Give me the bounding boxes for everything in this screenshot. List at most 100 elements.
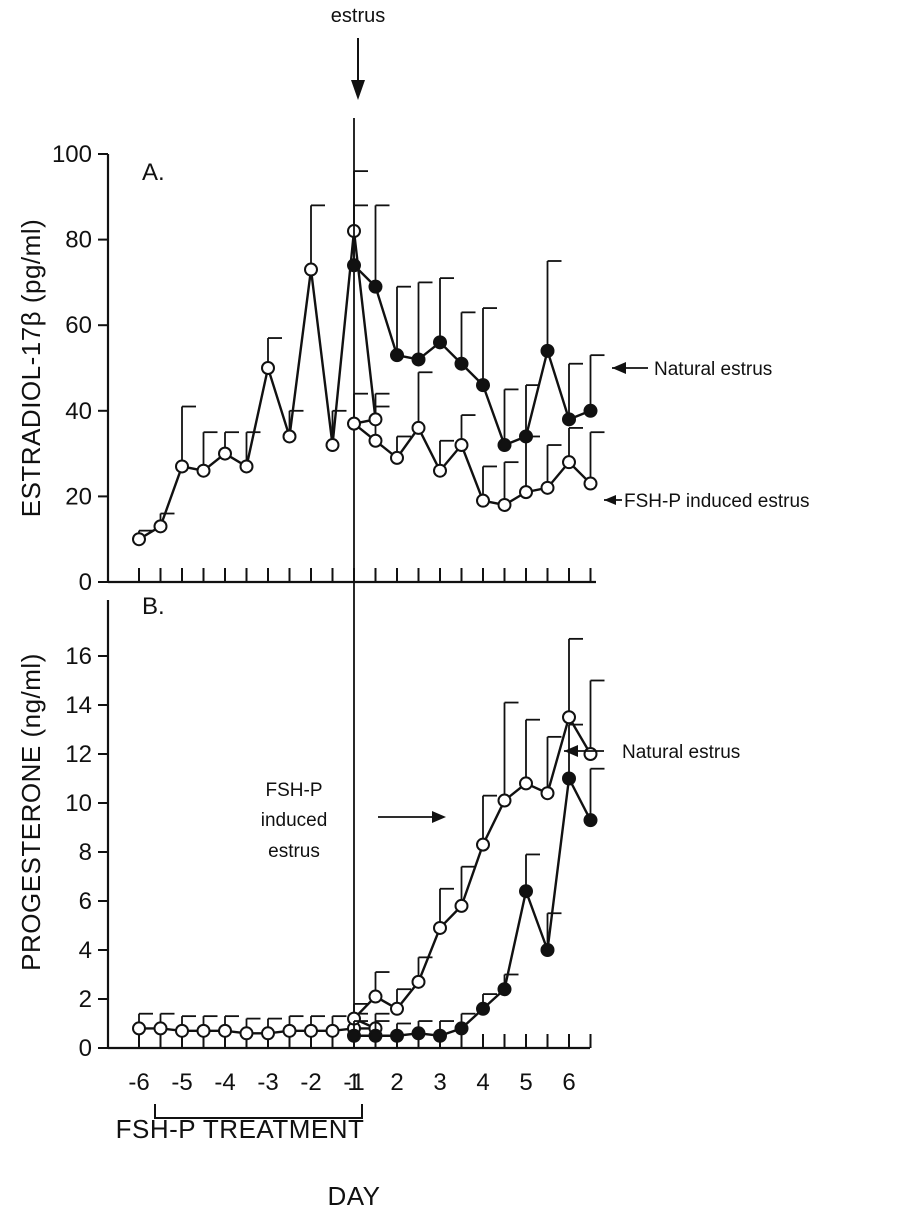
data-point-natural: [497, 982, 512, 997]
data-point-fshp-induced: [454, 438, 469, 453]
y-tick-label: 2: [79, 986, 92, 1013]
data-point-fshp-induced: [132, 532, 146, 547]
data-point-natural: [540, 343, 555, 358]
data-point-fshp-induced: [175, 459, 189, 474]
y-tick-label: 10: [65, 790, 92, 817]
data-point-fshp-induced: [583, 747, 598, 761]
data-point-fshp-induced: [196, 1023, 211, 1038]
panel-b-fshp-label-line2: induced: [261, 810, 328, 831]
panel-a-fshp-induced-label: FSH-P induced estrus: [624, 491, 810, 512]
panel-b-label: B.: [142, 593, 165, 620]
data-point-fshp-induced: [562, 455, 576, 470]
x-tick-label: -3: [257, 1069, 278, 1096]
data-point-natural: [583, 403, 598, 418]
data-point-fshp-induced: [368, 433, 383, 448]
data-point-natural: [562, 771, 576, 786]
data-point-natural: [476, 378, 490, 393]
y-tick-label: 12: [65, 741, 92, 768]
y-tick-label: 0: [79, 1035, 92, 1062]
y-tick-label: 16: [65, 643, 92, 670]
y-tick-label: 0: [79, 569, 92, 596]
x-tick-label: -5: [171, 1069, 192, 1096]
panel-a-natural-estrus-label: Natural estrus: [654, 359, 772, 380]
x-tick-label: 3: [433, 1069, 446, 1096]
data-point-natural: [347, 1028, 361, 1043]
data-point-natural: [540, 943, 555, 957]
estrus-marker-arrowhead: [351, 80, 365, 100]
data-point-natural: [497, 438, 512, 453]
data-point-fshp-induced: [390, 1001, 404, 1016]
data-point-fshp-induced: [325, 1023, 340, 1038]
y-tick-label: 60: [65, 312, 92, 339]
series-line-fshp-induced: [139, 714, 592, 1035]
data-point-natural: [368, 1028, 383, 1043]
x-axis-title: DAY: [327, 1181, 380, 1211]
data-point-fshp-induced: [304, 262, 318, 277]
data-point-fshp-induced: [390, 450, 404, 465]
data-point-natural: [583, 813, 598, 828]
panel-a-label: A.: [142, 159, 165, 186]
x-tick-label: -2: [300, 1069, 321, 1096]
data-point-fshp-induced: [218, 446, 232, 461]
y-tick-label: 40: [65, 398, 92, 425]
data-point-fshp-induced: [261, 361, 275, 375]
data-point-natural: [562, 412, 576, 427]
data-point-fshp-induced: [132, 1021, 146, 1036]
data-point-fshp-induced: [583, 476, 598, 491]
data-point-fshp-induced: [562, 710, 576, 725]
y-tick-label: 4: [79, 937, 92, 964]
data-point-fshp-induced: [433, 463, 447, 478]
data-point-fshp-induced: [519, 485, 533, 500]
panel-a-estradiol: 0 20 40 60 80 100 A. ESTRADIOL-17β (pg/ml) Na…: [16, 141, 810, 596]
treatment-label: FSH-P TREATMENT: [116, 1114, 365, 1144]
data-point-natural: [476, 1001, 490, 1016]
data-point-fshp-induced: [368, 412, 383, 427]
data-point-fshp-induced: [519, 776, 533, 791]
panel-a-fshp-arrowhead: [604, 495, 616, 505]
data-point-fshp-induced: [282, 429, 297, 444]
data-point-natural: [390, 348, 404, 363]
data-point-fshp-induced: [153, 1021, 168, 1036]
x-tick-label: 1: [347, 1069, 360, 1096]
data-point-fshp-induced: [433, 920, 447, 935]
x-tick-label: -6: [128, 1069, 149, 1096]
panel-b-fshp-arrowhead: [432, 811, 446, 823]
data-point-fshp-induced: [175, 1023, 189, 1038]
data-point-natural: [368, 279, 383, 294]
y-tick-label: 14: [65, 692, 92, 719]
data-point-natural: [519, 884, 533, 899]
y-tick-label: 6: [79, 888, 92, 915]
data-point-fshp-induced: [497, 793, 512, 808]
y-tick-label: 8: [79, 839, 92, 866]
data-point-natural: [454, 356, 469, 371]
panel-b-natural-arrowhead: [564, 745, 578, 757]
data-point-fshp-induced: [325, 438, 340, 453]
data-point-fshp-induced: [153, 519, 168, 534]
data-point-fshp-induced: [261, 1026, 275, 1041]
data-point-fshp-induced: [239, 1026, 254, 1041]
x-tick-label: 2: [390, 1069, 403, 1096]
data-point-fshp-induced: [497, 497, 512, 512]
data-point-fshp-induced: [411, 420, 426, 435]
data-point-fshp-induced: [347, 416, 361, 431]
x-tick-label: 4: [476, 1069, 489, 1096]
data-point-natural: [519, 429, 533, 444]
panel-b-progesterone: 0 2 4 6 8 10 12 14 16 B. PROGESTERONE (ng/ml) FS…: [16, 593, 740, 1062]
data-point-fshp-induced: [411, 974, 426, 989]
panel-b-fshp-label-line1: FSH-P: [266, 780, 323, 801]
data-point-fshp-induced: [368, 989, 383, 1004]
data-point-natural: [454, 1021, 469, 1036]
estrus-marker-label: estrus: [331, 5, 385, 27]
panel-b-y-axis-title: PROGESTERONE (ng/ml): [16, 653, 46, 971]
panel-b-natural-estrus-label: Natural estrus: [622, 742, 740, 763]
x-tick-label: -4: [214, 1069, 235, 1096]
data-point-fshp-induced: [218, 1023, 232, 1038]
x-tick-label: -1: [343, 1069, 364, 1096]
series-line-natural: [353, 264, 591, 447]
panel-a-y-axis-title: ESTRADIOL-17β (pg/ml): [16, 219, 46, 518]
data-point-natural: [411, 352, 426, 367]
data-point-fshp-induced: [282, 1023, 297, 1038]
treatment-bracket: [154, 1104, 363, 1119]
